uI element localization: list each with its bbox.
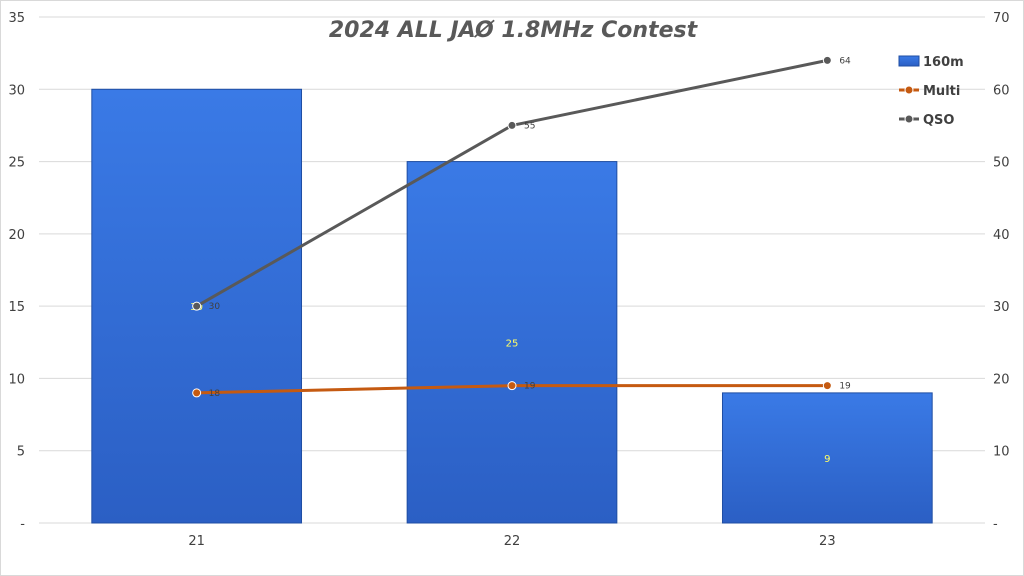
y-left-tick-label: 10 xyxy=(8,372,25,387)
y-left-tick-label: 5 xyxy=(17,445,25,460)
y-left-tick-label: 20 xyxy=(8,228,25,243)
x-tick-label: 22 xyxy=(504,534,521,549)
series-point xyxy=(822,55,832,65)
legend-entry: QSO xyxy=(923,113,954,128)
y-left-tick-label: - xyxy=(20,517,25,532)
y-right-tick-label: 30 xyxy=(993,300,1010,315)
y-right-tick-label: 60 xyxy=(993,83,1010,98)
bar xyxy=(721,392,933,524)
bar-data-label: 9 xyxy=(824,454,830,465)
point-data-label: 30 xyxy=(209,302,221,312)
y-right-tick-label: 70 xyxy=(993,11,1010,26)
point-data-label: 55 xyxy=(524,121,535,131)
y-left-tick-label: 25 xyxy=(8,156,25,171)
y-right-tick-label: 20 xyxy=(993,372,1010,387)
legend-marker xyxy=(904,85,914,95)
chart-title: 2024 ALL JAØ 1.8MHz Contest xyxy=(329,18,699,43)
point-data-label: 64 xyxy=(839,56,851,66)
x-tick-label: 23 xyxy=(819,534,836,549)
series-point xyxy=(507,120,517,130)
y-left-tick-label: 15 xyxy=(8,300,25,315)
series-point xyxy=(822,381,832,391)
legend-entry: 160m xyxy=(923,55,964,70)
bar-data-label: 25 xyxy=(506,338,519,349)
y-right-tick-label: 50 xyxy=(993,156,1010,171)
y-left-tick-label: 35 xyxy=(8,11,25,26)
point-data-label: 18 xyxy=(209,389,221,399)
y-right-tick-label: 40 xyxy=(993,228,1010,243)
series-point xyxy=(192,301,202,311)
series-point xyxy=(507,381,517,391)
series-point xyxy=(192,388,202,398)
bar xyxy=(406,161,618,524)
x-tick-label: 21 xyxy=(188,534,205,549)
point-data-label: 19 xyxy=(524,382,536,392)
legend-entry: Multi xyxy=(923,84,960,99)
legend-swatch xyxy=(898,55,920,67)
point-data-label: 19 xyxy=(839,382,851,392)
legend-marker xyxy=(904,114,914,124)
y-right-tick-label: - xyxy=(993,517,998,532)
y-right-tick-label: 10 xyxy=(993,445,1010,460)
y-left-tick-label: 30 xyxy=(8,83,25,98)
